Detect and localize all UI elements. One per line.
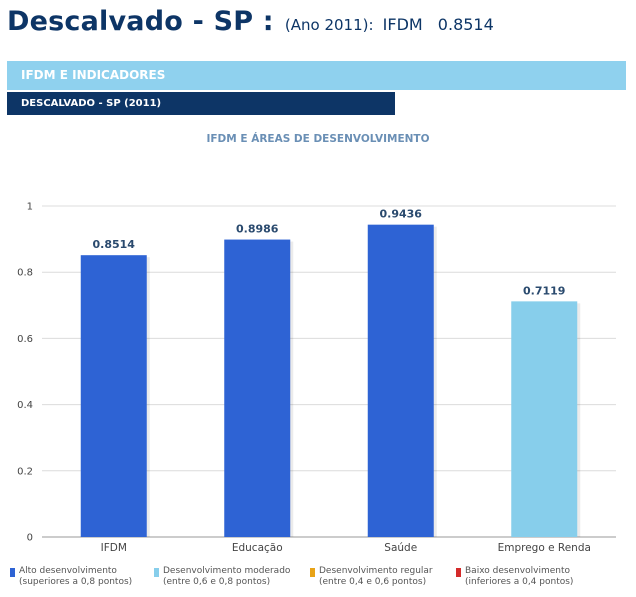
year-label: (Ano 2011): — [284, 16, 374, 34]
bar-chart: IFDM E ÁREAS DE DESENVOLVIMENTO 0 0.2 0.4 0.… — [17, 132, 616, 554]
bar — [511, 301, 578, 537]
data-label: 0.8514 — [93, 238, 136, 251]
city-title: Descalvado - SP : — [7, 6, 274, 37]
legend-desc-moderate: (entre 0,6 e 0,8 pontos) — [163, 577, 271, 587]
legend-desc-regular: (entre 0,4 e 0,6 pontos) — [319, 577, 427, 587]
data-label: 0.8986 — [236, 223, 279, 236]
chart-legend: Alto desenvolvimento (superiores a 0,8 p… — [0, 566, 636, 594]
legend-item-low: Baixo desenvolvimento (inferiores a 0,4 … — [456, 566, 574, 588]
legend-label-high: Alto desenvolvimento — [19, 566, 117, 576]
legend-item-regular: Desenvolvimento regular (entre 0,4 e 0,6… — [310, 566, 433, 588]
bar — [224, 239, 291, 537]
page-title: Descalvado - SP : (Ano 2011): IFDM 0.851… — [7, 6, 494, 37]
legend-desc-low: (inferiores a 0,4 pontos) — [465, 577, 574, 587]
y-tick-label: 0.4 — [17, 400, 33, 411]
legend-item-high: Alto desenvolvimento (superiores a 0,8 p… — [10, 566, 133, 588]
legend-swatch-high — [10, 568, 15, 577]
data-label: 0.9436 — [380, 208, 423, 221]
y-tick-label: 0.2 — [17, 466, 33, 477]
y-tick-label: 1 — [27, 202, 33, 213]
ifdm-value: 0.8514 — [437, 15, 494, 34]
legend-item-moderate: Desenvolvimento moderado (entre 0,6 e 0,… — [154, 566, 291, 588]
legend-desc-high: (superiores a 0,8 pontos) — [19, 577, 133, 587]
x-tick-label: Saúde — [384, 542, 417, 554]
y-tick-label: 0.8 — [17, 268, 33, 279]
bar — [80, 255, 147, 538]
x-tick-label: IFDM — [101, 542, 127, 554]
y-tick-label: 0 — [27, 533, 33, 544]
data-label: 0.7119 — [523, 284, 565, 297]
legend-swatch-regular — [310, 568, 315, 577]
legend-swatch-low — [456, 568, 461, 577]
legend-swatch-moderate — [154, 568, 159, 577]
section-banner: IFDM E INDICADORES — [7, 61, 626, 90]
chart-title: IFDM E ÁREAS DE DESENVOLVIMENTO — [206, 132, 429, 145]
x-tick-label: Educação — [232, 542, 283, 554]
x-tick-label: Emprego e Renda — [498, 542, 591, 554]
y-tick-label: 0.6 — [17, 334, 33, 345]
ifdm-label: IFDM — [382, 15, 423, 34]
section-subtitle: DESCALVADO - SP (2011) — [7, 92, 395, 115]
legend-label-regular: Desenvolvimento regular — [319, 566, 433, 576]
legend-label-low: Baixo desenvolvimento — [465, 566, 570, 576]
bar — [367, 224, 434, 537]
legend-label-moderate: Desenvolvimento moderado — [163, 566, 291, 576]
